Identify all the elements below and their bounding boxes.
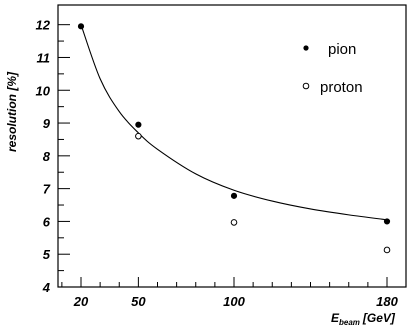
y-tick-label: 9 xyxy=(43,116,51,131)
pion-point xyxy=(230,192,238,199)
x-axis-label: Ebeam [GeV] xyxy=(331,311,396,327)
legend-label-proton: proton xyxy=(320,79,363,96)
y-tick-label: 10 xyxy=(36,83,51,98)
x-axis-label-main: E xyxy=(331,311,340,325)
plot-frame xyxy=(57,4,407,288)
fit-curve-group xyxy=(80,24,388,221)
y-tick-label: 7 xyxy=(43,182,51,197)
data-points xyxy=(77,23,391,254)
y-tick-label: 8 xyxy=(43,149,51,164)
legend-marker-pion xyxy=(303,45,309,51)
y-tick-label: 11 xyxy=(37,50,51,65)
pion-point xyxy=(383,218,391,225)
proton-point xyxy=(230,219,238,226)
y-tick-label: 4 xyxy=(42,280,51,295)
x-tick-label: 100 xyxy=(223,294,245,309)
proton-point xyxy=(383,246,391,254)
axis-ticks: 4 5 6 7 8 9 10 11 12 20 50 100 180 xyxy=(36,18,399,309)
x-axis-label-sub: beam xyxy=(339,318,360,327)
legend-marker-proton xyxy=(302,82,310,90)
pion-point xyxy=(135,121,142,128)
x-tick-label: 50 xyxy=(131,294,146,309)
proton-point xyxy=(135,132,142,140)
y-tick-label: 5 xyxy=(43,247,51,262)
x-tick-label: 20 xyxy=(73,294,89,309)
legend-label-pion: pion xyxy=(328,41,356,58)
fit-curve xyxy=(80,24,388,221)
y-tick-label: 6 xyxy=(43,214,51,229)
legend: pion proton xyxy=(302,41,363,96)
x-tick-label: 180 xyxy=(376,294,398,309)
y-tick-label: 12 xyxy=(36,18,51,33)
y-axis-label: resolution [%] xyxy=(5,71,19,152)
pion-point xyxy=(77,23,85,30)
x-axis-label-unit: [GeV] xyxy=(362,311,396,325)
